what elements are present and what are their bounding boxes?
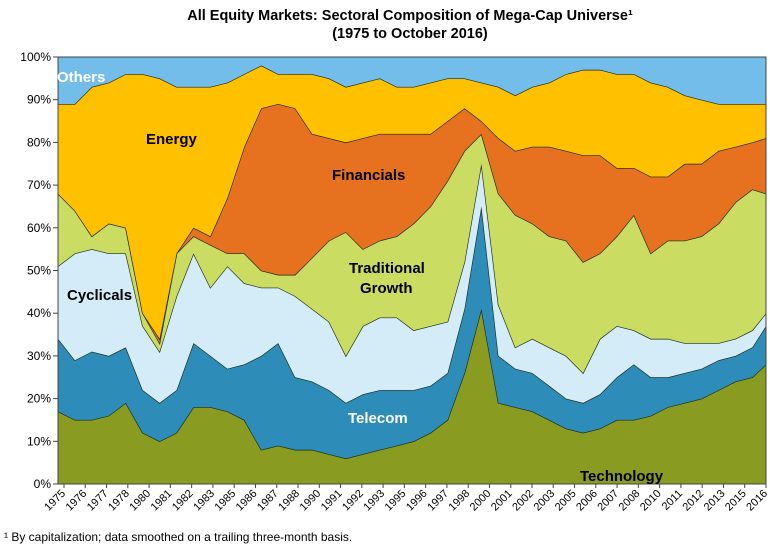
x-tick-label: 2003	[532, 488, 558, 514]
x-tick-label: 2015	[723, 488, 749, 514]
y-tick-label: 0%	[34, 477, 52, 491]
x-tick-label: 2007	[595, 488, 621, 514]
x-tick-label: 1975	[42, 488, 68, 514]
x-tick-label: 2010	[638, 488, 664, 514]
y-tick-label: 50%	[27, 264, 51, 278]
footnote: ¹ By capitalization; data smoothed on a …	[4, 530, 353, 544]
chart-title: All Equity Markets: Sectoral Composition…	[187, 8, 633, 24]
x-tick-label: 1982	[170, 488, 196, 514]
x-tick-label: 1987	[255, 488, 281, 514]
label-telecom: Telecom	[348, 410, 408, 427]
x-tick-label: 1985	[213, 488, 239, 514]
x-tick-label: 1981	[149, 488, 175, 514]
x-tick-label: 1991	[319, 488, 345, 514]
x-tick-label: 1990	[298, 488, 324, 514]
area-technology	[58, 308, 766, 484]
x-tick-label: 1998	[447, 488, 473, 514]
y-tick-label: 60%	[27, 221, 51, 235]
x-tick-label: 1976	[64, 488, 90, 514]
x-tick-label: 1986	[234, 488, 260, 514]
x-tick-label: 2002	[510, 488, 536, 514]
x-tick-label: 2008	[617, 488, 643, 514]
y-tick-label: 70%	[27, 178, 51, 192]
x-tick-label: 1983	[191, 488, 217, 514]
label-traditional-growth-1: Traditional	[349, 260, 425, 277]
area-traditional-growth	[58, 133, 766, 373]
area-others	[58, 57, 766, 104]
y-tick-label: 90%	[27, 93, 51, 107]
label-others: Others	[57, 69, 105, 86]
x-tick-label: 2005	[553, 488, 579, 514]
x-tick-label: 1992	[340, 488, 366, 514]
x-tick-label: 2016	[744, 488, 770, 514]
x-tick-label: 2000	[468, 488, 494, 514]
x-tick-label: 1996	[404, 488, 430, 514]
x-tick-label: 1977	[85, 488, 111, 514]
label-technology: Technology	[580, 468, 664, 485]
y-tick-label: 10%	[27, 434, 51, 448]
x-tick-label: 1978	[106, 488, 132, 514]
y-tick-label: 80%	[27, 135, 51, 149]
y-tick-label: 20%	[27, 392, 51, 406]
x-tick-label: 2006	[574, 488, 600, 514]
area-telecom	[58, 206, 766, 459]
y-tick-label: 100%	[20, 50, 51, 64]
area-financials	[58, 104, 766, 344]
x-tick-label: 1988	[276, 488, 302, 514]
x-tick-label: 1997	[425, 488, 451, 514]
area-cyclicals	[58, 163, 766, 403]
x-tick-label: 1980	[127, 488, 153, 514]
x-tick-label: 2001	[489, 488, 515, 514]
label-cyclicals: Cyclicals	[67, 287, 132, 304]
label-financials: Financials	[332, 167, 405, 184]
label-energy: Energy	[146, 131, 198, 148]
y-tick-label: 40%	[27, 306, 51, 320]
chart-subtitle: (1975 to October 2016)	[332, 26, 488, 42]
x-tick-label: 2011	[660, 488, 685, 513]
x-tick-label: 1993	[361, 488, 387, 514]
x-tick-label: 1995	[383, 488, 409, 514]
x-tick-label: 2013	[702, 488, 728, 514]
x-tick-label: 2012	[681, 488, 707, 514]
area-energy	[58, 65, 766, 339]
label-traditional-growth-2: Growth	[360, 280, 413, 297]
y-tick-label: 30%	[27, 349, 51, 363]
